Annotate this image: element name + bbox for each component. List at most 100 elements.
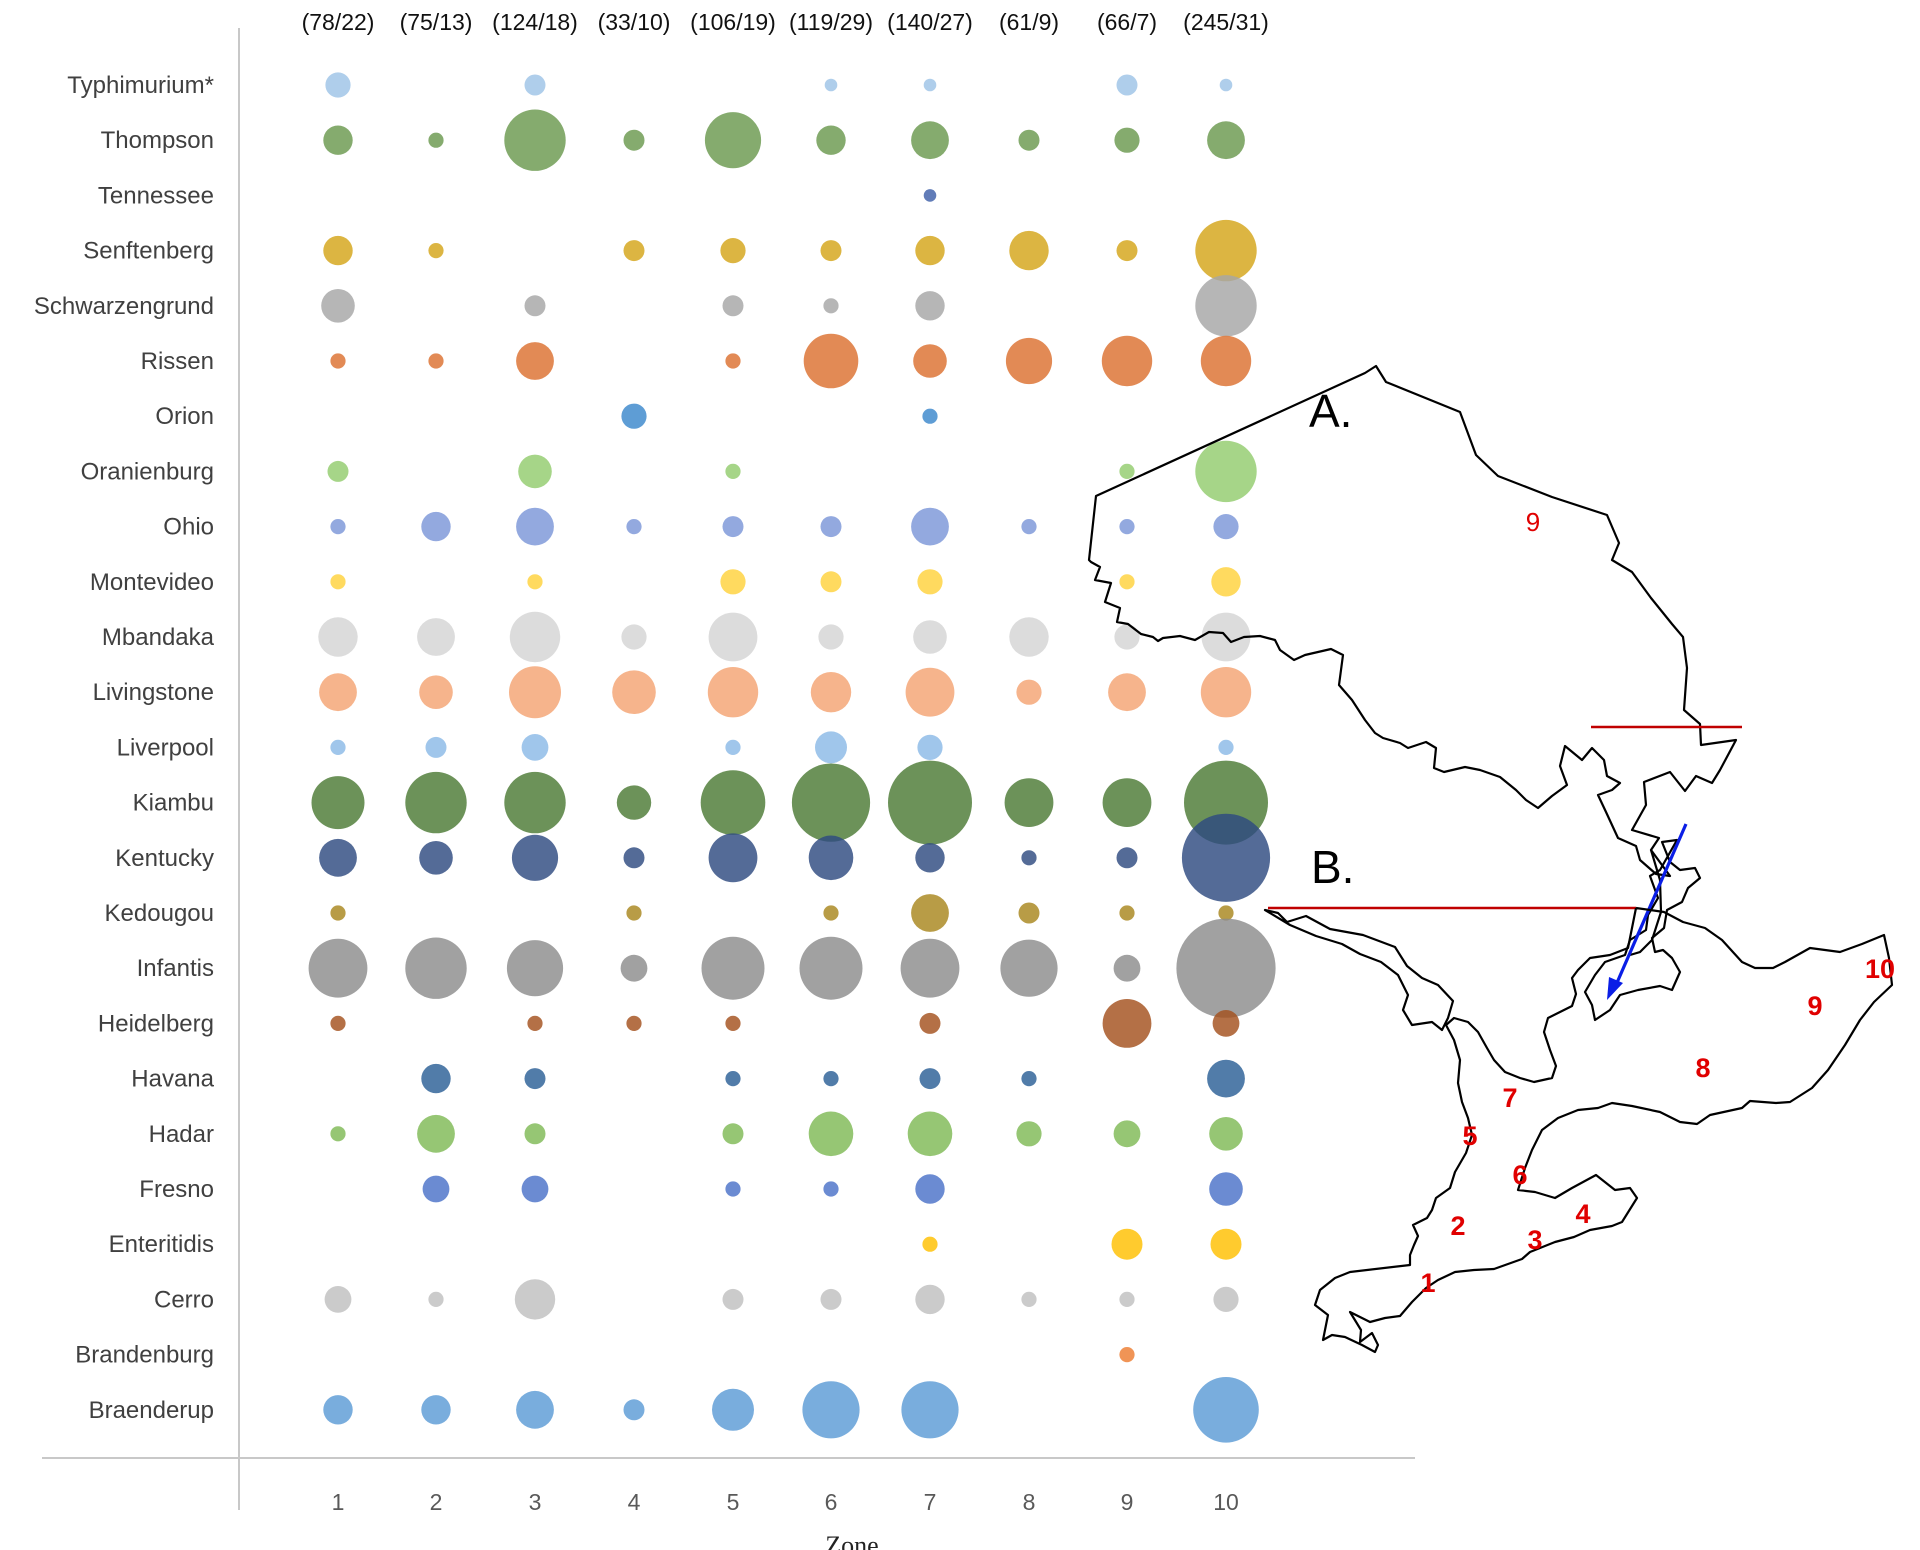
- bubble-ohio: [421, 511, 451, 542]
- ontario-zone-map: 9 A. B. 12 3 4 5 6 7 8 9 10: [1087, 364, 1895, 1354]
- bubble-livingstone: [612, 670, 656, 714]
- bubble-livingstone: [810, 672, 852, 713]
- bubble-thompson: [504, 109, 566, 171]
- bubble-cerro: [1119, 1291, 1135, 1307]
- bubble-kedougou: [1218, 905, 1234, 921]
- bubble-liverpool: [521, 734, 549, 761]
- bubble-kiambu: [311, 776, 365, 830]
- bubble-livingstone: [1108, 673, 1146, 712]
- x-tick-label: 6: [825, 1489, 838, 1515]
- bubble-hadar: [722, 1123, 744, 1145]
- serotype-label: Enteritidis: [109, 1231, 214, 1258]
- bubble-thompson: [1018, 129, 1040, 151]
- bubble-typhimurium: [923, 78, 937, 92]
- x-axis-title: Zone: [825, 1531, 878, 1550]
- x-tick-label: 7: [924, 1489, 937, 1515]
- bubble-infantis: [1176, 918, 1276, 1018]
- bubble-hadar: [808, 1111, 854, 1157]
- bubble-braenderup: [901, 1381, 959, 1439]
- bubble-havana: [725, 1071, 741, 1087]
- bubble-fresno: [521, 1175, 549, 1203]
- bubble-hadar: [1209, 1117, 1243, 1151]
- bubble-montevideo: [820, 571, 842, 593]
- bubble-montevideo: [917, 569, 943, 595]
- serotype-label: Senftenberg: [83, 238, 214, 265]
- serotype-label: Rissen: [141, 348, 214, 375]
- bubble-ohio: [626, 519, 642, 535]
- zoom-arrow-head: [1607, 977, 1623, 1000]
- bubble-braenderup: [1193, 1377, 1259, 1443]
- map-zone-label: 5: [1462, 1121, 1477, 1151]
- serotype-label: Montevideo: [90, 569, 214, 596]
- bubble-braenderup: [712, 1388, 754, 1431]
- bubble-montevideo: [720, 569, 746, 595]
- bubble-oranienburg: [1195, 440, 1257, 503]
- bubble-livingstone: [707, 667, 759, 718]
- zone-count-label: (75/13): [400, 9, 473, 35]
- map-zone-label: 2: [1450, 1211, 1465, 1241]
- x-tick-label: 8: [1023, 1489, 1036, 1515]
- ontario-outline: [1087, 364, 1738, 878]
- bubble-oranienburg: [327, 460, 349, 482]
- bubble-senftenberg: [428, 243, 444, 259]
- bubble-ohio: [516, 507, 554, 546]
- bubble-tennessee: [923, 189, 937, 202]
- bubble-thompson: [816, 125, 846, 155]
- bubble-kedougou: [330, 905, 346, 921]
- zone-count-label: (78/22): [302, 9, 375, 35]
- map-zone-label: 4: [1575, 1199, 1590, 1229]
- map-zone-label: 10: [1865, 954, 1895, 984]
- x-tick-label: 1: [332, 1489, 345, 1515]
- bubble-fresno: [915, 1174, 945, 1204]
- bubble-typhimurium: [1116, 74, 1138, 96]
- bubble-cerro: [820, 1288, 842, 1310]
- serotype-label: Orion: [155, 403, 214, 430]
- bubble-infantis: [620, 954, 648, 982]
- bubble-liverpool: [330, 739, 346, 756]
- bubble-kiambu: [888, 760, 972, 845]
- bubble-hadar: [524, 1123, 546, 1145]
- bubble-hadar: [330, 1126, 346, 1142]
- ontario-southern-tail: [1583, 838, 1702, 1022]
- map-zone-label: 8: [1695, 1053, 1710, 1083]
- bubble-schwarzengrund: [722, 295, 744, 317]
- bubble-braenderup: [623, 1399, 645, 1421]
- bubble-kiambu: [700, 770, 766, 835]
- bubble-kentucky: [1021, 850, 1037, 866]
- bubble-cerro: [324, 1286, 352, 1313]
- bubble-cerro: [1021, 1291, 1037, 1307]
- bubble-brandenburg: [1119, 1347, 1135, 1363]
- zone-count-label: (61/9): [999, 9, 1059, 35]
- bubble-infantis: [308, 938, 368, 998]
- bubble-cerro: [915, 1284, 945, 1315]
- bubble-infantis: [506, 940, 564, 997]
- bubble-thompson: [623, 129, 645, 151]
- bubble-kentucky: [419, 841, 453, 875]
- bubble-infantis: [701, 936, 765, 1000]
- bubble-liverpool: [815, 731, 847, 764]
- bubble-hadar: [417, 1114, 455, 1153]
- bubble-braenderup: [802, 1381, 860, 1439]
- x-tick-label: 5: [727, 1489, 740, 1515]
- bubble-kentucky: [511, 834, 559, 881]
- bubble-cerro: [722, 1288, 744, 1310]
- bubble-havana: [1021, 1071, 1037, 1087]
- zone-count-labels: (78/22) (75/13) (124/18) (33/10) (106/19) (11…: [302, 9, 1269, 35]
- serotype-label: Livingstone: [93, 679, 214, 706]
- bubble-oranienburg: [518, 454, 552, 489]
- bubble-rissen: [725, 353, 741, 369]
- map-zone-label: 9: [1807, 991, 1822, 1021]
- bubble-liverpool: [425, 736, 447, 758]
- bubble-cerro: [428, 1291, 444, 1307]
- serotype-label: Brandenburg: [75, 1342, 214, 1369]
- bubble-rissen: [913, 344, 947, 378]
- x-tick-label: 9: [1121, 1489, 1134, 1515]
- bubble-ohio: [330, 519, 346, 535]
- bubble-enteritidis: [1111, 1228, 1143, 1260]
- bubble-thompson: [1114, 127, 1140, 153]
- zone-count-label: (245/31): [1183, 9, 1269, 35]
- bubble-mbandaka: [509, 611, 561, 663]
- southern-ontario-mainland: [1313, 906, 1894, 1354]
- bubble-infantis: [1000, 939, 1058, 997]
- bubble-schwarzengrund: [321, 289, 355, 323]
